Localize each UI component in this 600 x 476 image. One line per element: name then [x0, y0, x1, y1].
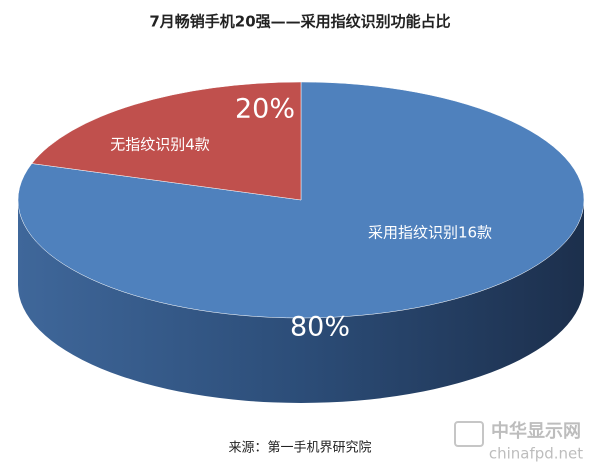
value-label: 80%: [290, 312, 350, 343]
source: 来源：第一手机界研究院: [228, 441, 371, 456]
watermark-name: 中华显示网: [491, 420, 581, 442]
watermark-icon: [454, 421, 484, 447]
value-label: 20%: [235, 94, 295, 125]
slice-label: 无指纹识别4款: [110, 136, 210, 154]
watermark: 中华显示网 chinafpd.net: [454, 420, 583, 463]
slice-label: 采用指纹识别16款: [368, 224, 492, 242]
slice: [31, 81, 302, 201]
chart-title: 7月畅销手机20强——采用指纹识别功能占比: [149, 13, 450, 31]
slice-side: [18, 200, 584, 403]
pie: 采用指纹识别16款 80% 无指纹识别4款 20%: [17, 81, 585, 403]
watermark-url: chinafpd.net: [489, 445, 583, 463]
